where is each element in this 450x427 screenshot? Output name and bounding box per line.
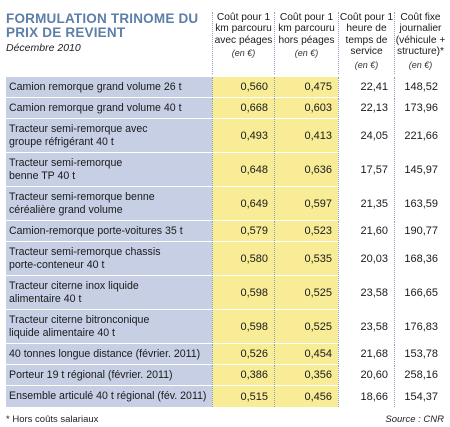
- column-header-label: Coût pour 1 km parcouru hors péages: [278, 12, 335, 46]
- cell-km-avec-peages: 0,493: [212, 119, 274, 152]
- table-row: Ensemble articulé 40 t régional (fév. 20…: [6, 386, 444, 407]
- cell-km-avec-peages: 0,526: [212, 344, 274, 364]
- row-label: Camion-remorque porte-voitures 35 t: [6, 221, 212, 241]
- row-label: Tracteur semi-remorque avec groupe réfri…: [6, 119, 212, 152]
- cell-km-avec-peages: 0,649: [212, 187, 274, 220]
- row-label: Camion remorque grand volume 26 t: [6, 77, 212, 97]
- table-row: Tracteur semi-remorque avec groupe réfri…: [6, 119, 444, 152]
- column-header-unit: (en €): [231, 48, 256, 59]
- cell-km-hors-peages: 0,525: [274, 276, 338, 309]
- cell-cout-fixe: 153,78: [394, 344, 444, 364]
- cell-cout-fixe: 154,37: [394, 386, 444, 407]
- cell-km-hors-peages: 0,636: [274, 153, 338, 186]
- row-label: Tracteur semi-remorque chassis porte-con…: [6, 242, 212, 275]
- table-row: Camion-remorque porte-voitures 35 t 0,57…: [6, 221, 444, 241]
- row-label: Ensemble articulé 40 t régional (fév. 20…: [6, 386, 212, 407]
- cell-km-avec-peages: 0,515: [212, 386, 274, 407]
- cell-heure-service: 20,60: [338, 365, 394, 385]
- table-row: Camion remorque grand volume 40 t 0,668 …: [6, 98, 444, 118]
- table-row: Tracteur citerne inox liquide alimentair…: [6, 276, 444, 309]
- cell-km-hors-peages: 0,523: [274, 221, 338, 241]
- table-row: 40 tonnes longue distance (février. 2011…: [6, 344, 444, 364]
- cell-cout-fixe: 145,97: [394, 153, 444, 186]
- cell-heure-service: 21,68: [338, 344, 394, 364]
- table-row: Tracteur semi-remorque benne TP 40 t 0,6…: [6, 153, 444, 186]
- cell-cout-fixe: 173,96: [394, 98, 444, 118]
- footnote: * Hors coûts salariaux: [6, 414, 99, 425]
- cell-heure-service: 18,66: [338, 386, 394, 407]
- cell-km-avec-peages: 0,598: [212, 276, 274, 309]
- cell-heure-service: 23,58: [338, 310, 394, 343]
- cell-km-hors-peages: 0,475: [274, 77, 338, 97]
- cell-km-avec-peages: 0,386: [212, 365, 274, 385]
- cell-cout-fixe: 148,52: [394, 77, 444, 97]
- column-header-label: Coût pour 1 heure de temps de service: [339, 12, 394, 58]
- row-label: Tracteur semi-remorque benne TP 40 t: [6, 153, 212, 186]
- cell-km-avec-peages: 0,560: [212, 77, 274, 97]
- table-row: Tracteur semi-remorque chassis porte-con…: [6, 242, 444, 275]
- cell-cout-fixe: 168,36: [394, 242, 444, 275]
- row-label: Camion remorque grand volume 40 t: [6, 98, 212, 118]
- column-header-unit: (en €): [354, 59, 379, 70]
- cell-heure-service: 23,58: [338, 276, 394, 309]
- column-header-label: Coût pour 1 km parcouru avec péages: [214, 12, 273, 46]
- column-header-heure-service: Coût pour 1 heure de temps de service (e…: [338, 12, 394, 74]
- cell-heure-service: 24,05: [338, 119, 394, 152]
- cell-heure-service: 17,57: [338, 153, 394, 186]
- cell-km-avec-peages: 0,598: [212, 310, 274, 343]
- column-header-unit: (en €): [294, 48, 319, 59]
- column-header-unit: (en €): [408, 59, 433, 70]
- cell-cout-fixe: 258,16: [394, 365, 444, 385]
- cell-km-avec-peages: 0,648: [212, 153, 274, 186]
- cell-km-hors-peages: 0,413: [274, 119, 338, 152]
- cell-cout-fixe: 176,83: [394, 310, 444, 343]
- cell-km-avec-peages: 0,580: [212, 242, 274, 275]
- cell-km-hors-peages: 0,456: [274, 386, 338, 407]
- cell-km-avec-peages: 0,668: [212, 98, 274, 118]
- column-header-label: Coût fixe journalier (véhicule + structu…: [395, 12, 446, 58]
- cell-km-hors-peages: 0,454: [274, 344, 338, 364]
- table-row: Camion remorque grand volume 26 t 0,560 …: [6, 77, 444, 97]
- cell-km-hors-peages: 0,597: [274, 187, 338, 220]
- source-credit: Source : CNR: [385, 414, 444, 425]
- row-label: 40 tonnes longue distance (février. 2011…: [6, 344, 212, 364]
- cell-km-hors-peages: 0,356: [274, 365, 338, 385]
- cell-heure-service: 21,60: [338, 221, 394, 241]
- cell-cout-fixe: 163,59: [394, 187, 444, 220]
- cell-km-hors-peages: 0,535: [274, 242, 338, 275]
- cell-heure-service: 22,41: [338, 77, 394, 97]
- cell-cout-fixe: 190,77: [394, 221, 444, 241]
- cell-heure-service: 22,13: [338, 98, 394, 118]
- column-header-cout-fixe: Coût fixe journalier (véhicule + structu…: [394, 12, 446, 74]
- table-subtitle: Décembre 2010: [6, 42, 81, 54]
- row-label: Tracteur citerne inox liquide alimentair…: [6, 276, 212, 309]
- cell-km-avec-peages: 0,579: [212, 221, 274, 241]
- row-label: Tracteur semi-remorque benne céréalière …: [6, 187, 212, 220]
- cell-heure-service: 21,35: [338, 187, 394, 220]
- cell-km-hors-peages: 0,603: [274, 98, 338, 118]
- cell-cout-fixe: 221,66: [394, 119, 444, 152]
- table-title: FORMULATION TRINOME DU PRIX DE REVIENT: [6, 11, 199, 40]
- cell-cout-fixe: 166,65: [394, 276, 444, 309]
- cell-km-hors-peages: 0,525: [274, 310, 338, 343]
- table-row: Porteur 19 t régional (février. 2011) 0,…: [6, 365, 444, 385]
- table-row: Tracteur citerne bitronconique liquide a…: [6, 310, 444, 343]
- table-row: Tracteur semi-remorque benne céréalière …: [6, 187, 444, 220]
- cell-heure-service: 20,03: [338, 242, 394, 275]
- row-label: Porteur 19 t régional (février. 2011): [6, 365, 212, 385]
- row-label: Tracteur citerne bitronconique liquide a…: [6, 310, 212, 343]
- column-header-km-hors-peages: Coût pour 1 km parcouru hors péages (en …: [274, 12, 338, 74]
- column-header-km-avec-peages: Coût pour 1 km parcouru avec péages (en …: [212, 12, 274, 74]
